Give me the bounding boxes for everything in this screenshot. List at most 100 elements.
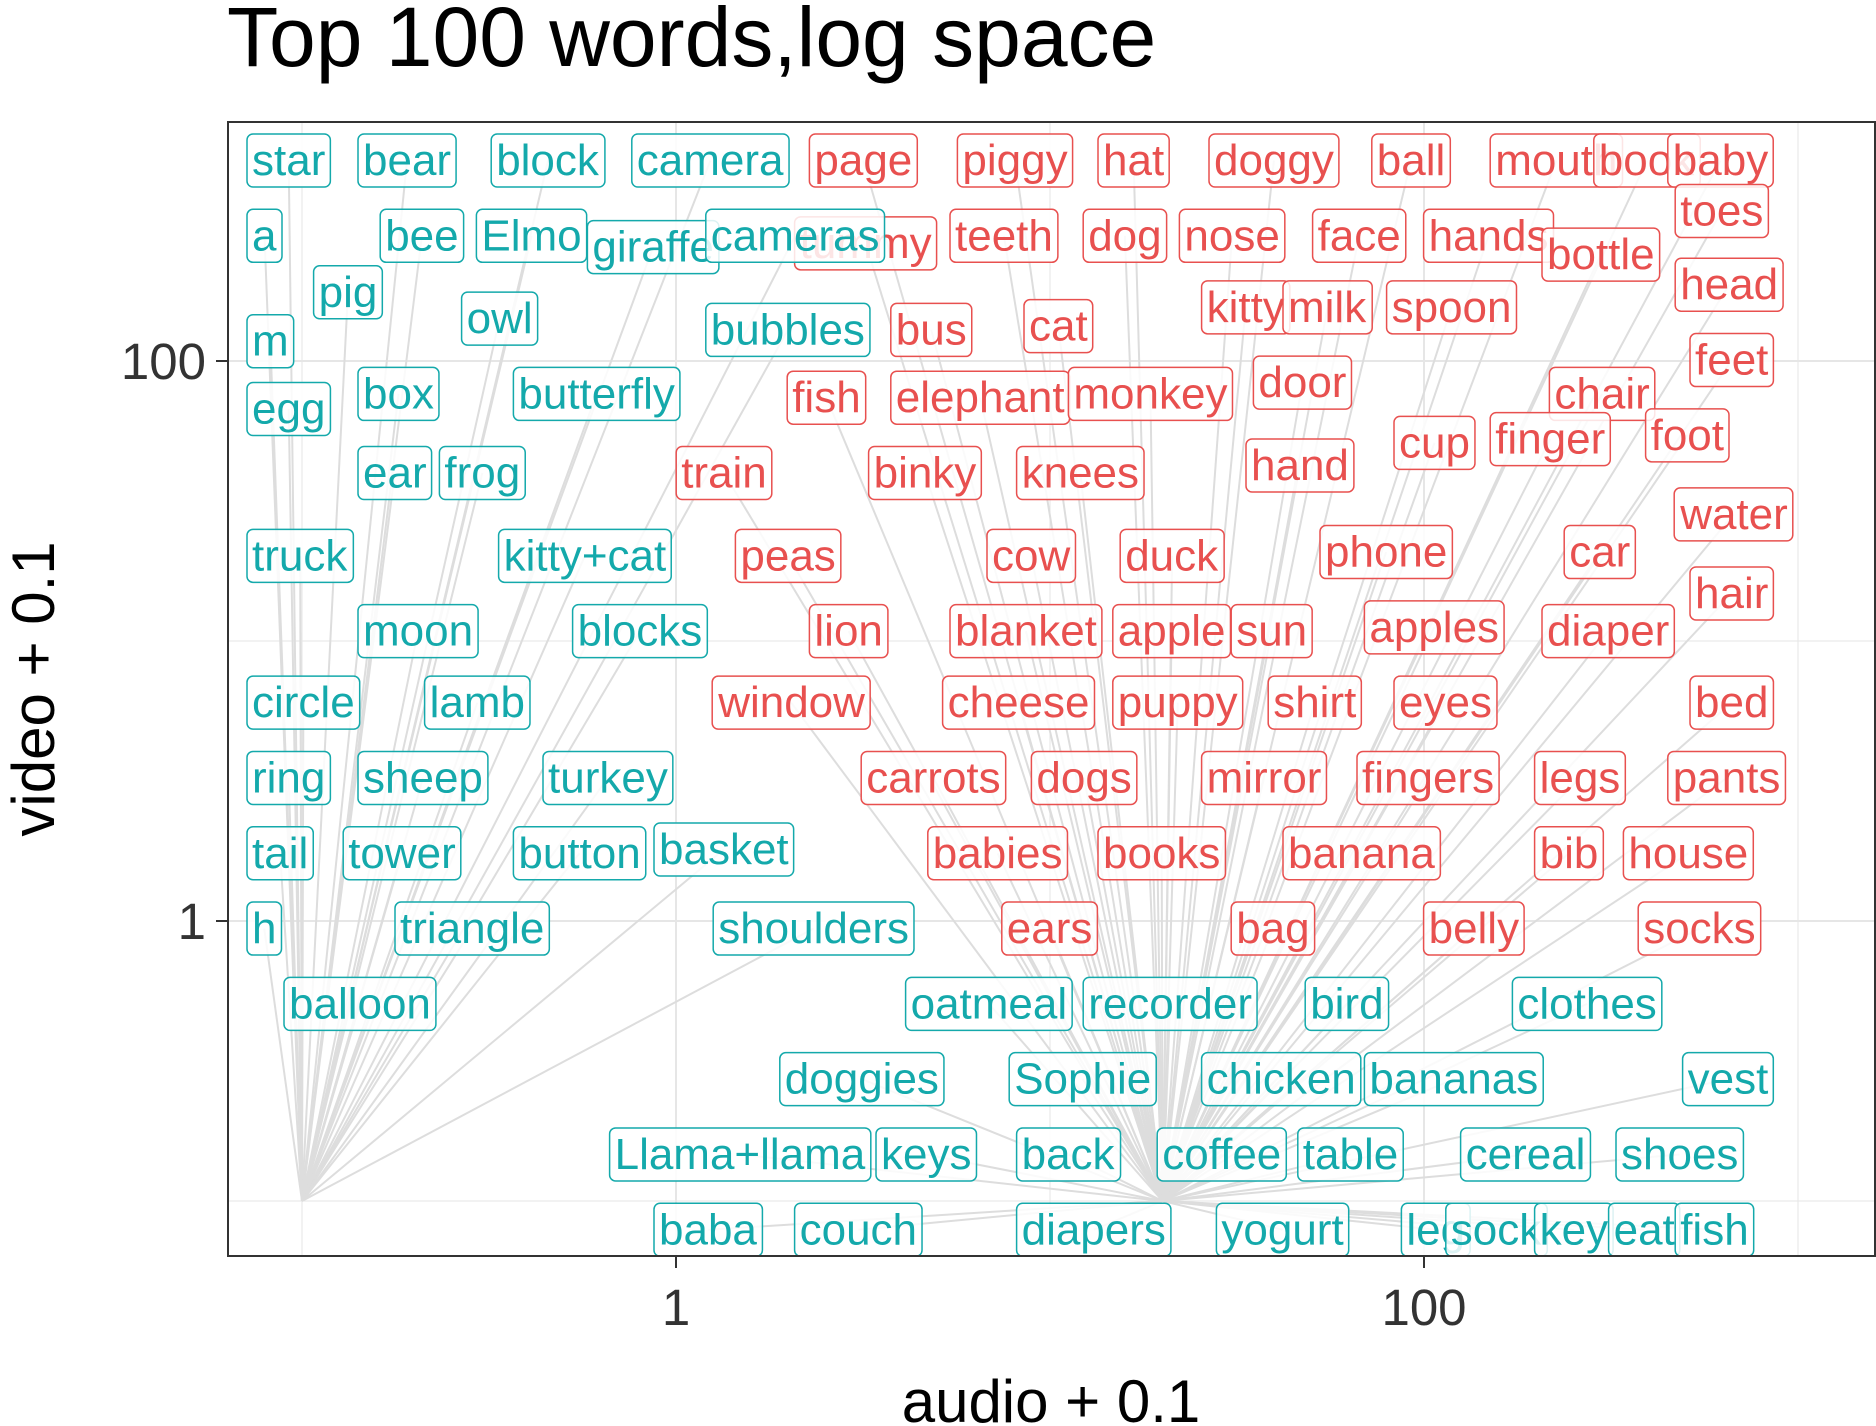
word-label-text: feet (1695, 336, 1768, 385)
word-label-text: doggy (1214, 136, 1334, 185)
word-label-box (808, 603, 889, 659)
word-label-text: coffee (1162, 1130, 1281, 1179)
word-label-box (423, 675, 531, 730)
word-label: basket (653, 822, 795, 877)
word-label-box (1674, 183, 1770, 239)
word-label-text: mirror (1207, 753, 1322, 802)
word-label: circle (246, 675, 361, 730)
word-label-text: ring (252, 753, 325, 802)
word-label-text: pig (319, 268, 378, 317)
word-label: bear (357, 133, 457, 188)
word-label-text: window (717, 678, 865, 727)
word-label-text: bananas (1369, 1055, 1538, 1104)
word-label: dog (1082, 208, 1168, 264)
word-label: toes (1674, 183, 1770, 239)
word-label-text: socks (1643, 904, 1755, 953)
word-label-box (1622, 826, 1755, 881)
word-label: kitty+cat (497, 528, 672, 584)
word-label-text: babies (933, 829, 1063, 878)
word-label-text: turkey (548, 753, 668, 802)
word-label-box (246, 750, 332, 806)
word-label-text: camera (637, 136, 784, 185)
word-label-text: monkey (1073, 369, 1227, 418)
word-label-text: hat (1103, 136, 1164, 185)
word-label-text: belly (1429, 904, 1520, 953)
word-label-box (497, 528, 672, 584)
word-label: cheese (941, 675, 1096, 730)
word-label-text: hair (1695, 569, 1768, 618)
word-label-box (779, 1051, 945, 1107)
word-label-box (1067, 366, 1234, 422)
word-label-text: yogurt (1221, 1205, 1343, 1254)
word-label: key (1533, 1202, 1614, 1258)
word-label-text: circle (252, 678, 355, 727)
word-label-box (357, 366, 440, 422)
leader-line (790, 702, 1164, 1202)
word-label-text: tower (348, 829, 456, 878)
word-label: truck (246, 528, 355, 584)
word-label-box (312, 265, 384, 320)
word-label: window (711, 675, 871, 730)
word-label: shoulders (712, 901, 915, 956)
word-label-text: page (814, 136, 912, 185)
word-label-text: shoulders (718, 904, 909, 953)
word-label: socks (1637, 901, 1762, 956)
word-label-text: cameras (711, 211, 880, 260)
word-label-box (357, 133, 457, 188)
word-label-text: bus (896, 305, 967, 354)
word-label-box (542, 750, 674, 806)
word-label: bird (1304, 976, 1390, 1032)
word-label: pig (312, 265, 384, 320)
word-label: apple (1112, 603, 1232, 659)
word-label: house (1622, 826, 1755, 881)
leader-line (1149, 393, 1164, 1202)
word-label-box (1230, 603, 1313, 659)
word-label: clothes (1511, 976, 1663, 1032)
word-label-text: kitty (1207, 283, 1285, 332)
word-label: doggies (779, 1051, 945, 1107)
word-label: couch (793, 1202, 923, 1258)
word-label-text: apple (1118, 607, 1226, 656)
word-labels: star bear block camera page piggy hat doggy ball… (246, 133, 1794, 1258)
word-label-box (1644, 408, 1730, 463)
word-label-box (1673, 487, 1794, 542)
word-label: milk (1282, 280, 1373, 335)
word-label-box (653, 822, 795, 877)
word-label-box (734, 528, 842, 584)
word-label: vest (1681, 1051, 1775, 1107)
leader-line (301, 630, 420, 1202)
word-label-box (1385, 280, 1518, 335)
word-label-text: bee (385, 211, 458, 260)
word-label: egg (246, 381, 332, 437)
word-label: lion (808, 603, 889, 659)
word-label: sock (1445, 1202, 1549, 1258)
word-label-text: hand (1251, 441, 1349, 490)
word-label: recorder (1082, 976, 1258, 1032)
word-label-text: chair (1554, 369, 1649, 418)
word-label-text: banana (1288, 829, 1435, 878)
word-label-text: diapers (1022, 1205, 1166, 1254)
word-label-text: frog (444, 448, 520, 497)
word-label: oatmeal (904, 976, 1073, 1032)
word-label-text: m (252, 317, 289, 366)
word-label: camera (631, 133, 790, 188)
word-label-text: egg (252, 384, 325, 433)
y-tick-label: 100 (121, 333, 206, 390)
word-label-box (512, 826, 647, 881)
word-label-box (1674, 257, 1784, 312)
word-label-box (1637, 901, 1762, 956)
word-label: peas (734, 528, 842, 584)
word-label-text: spoon (1392, 283, 1512, 332)
word-label: legs (1533, 750, 1627, 806)
word-label-box (1297, 1127, 1404, 1182)
word-label-text: Llama+llama (615, 1130, 866, 1179)
word-label-box (1200, 1051, 1362, 1107)
word-label: cereal (1459, 1127, 1592, 1182)
word-label-text: doggies (785, 1055, 939, 1104)
word-label-text: blanket (955, 607, 1097, 656)
word-label-box (246, 133, 332, 188)
word-label-box (1422, 901, 1525, 956)
word-label: a (246, 208, 283, 264)
word-label-text: nose (1184, 211, 1279, 260)
word-label-box (246, 381, 332, 437)
